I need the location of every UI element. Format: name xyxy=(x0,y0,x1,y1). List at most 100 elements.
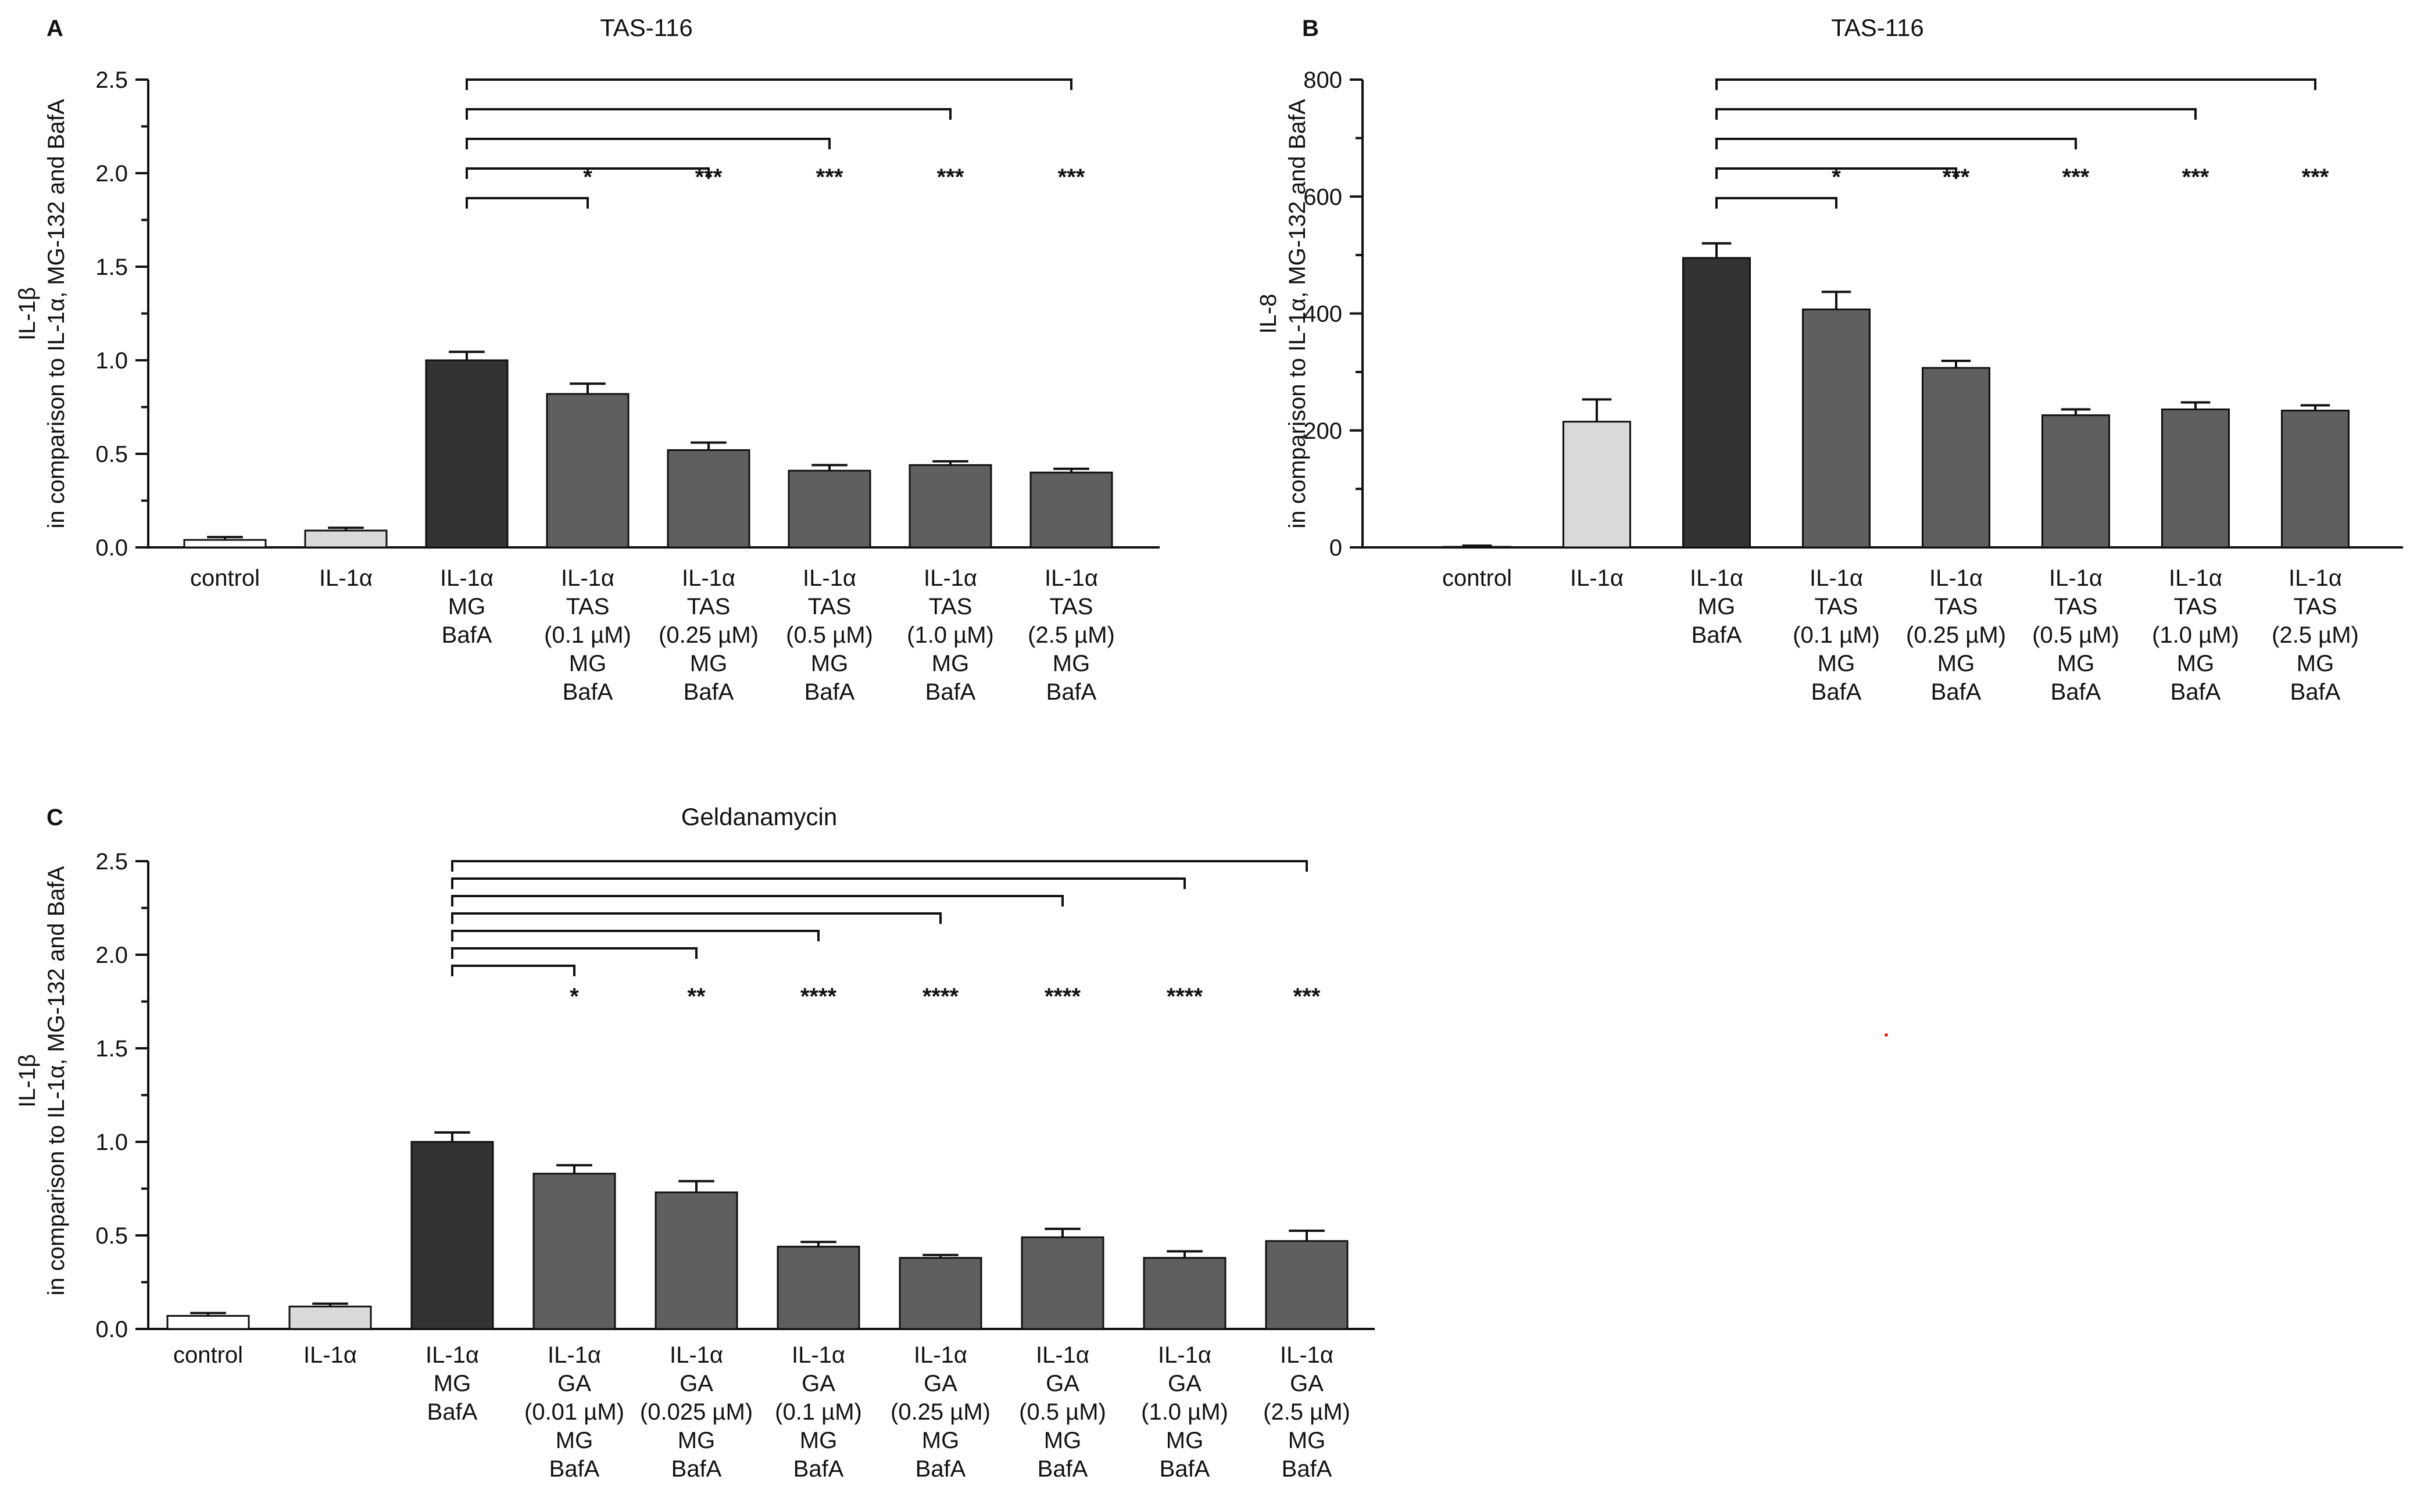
bar xyxy=(1265,1240,1349,1330)
y-axis-sublabel: in comparison to IL-1α, MG-132 and BafA xyxy=(1285,99,1310,528)
x-category-line: (0.25 µM) xyxy=(659,622,759,648)
x-category-line: BafA xyxy=(2171,679,2221,705)
x-category-line: IL-1α xyxy=(1929,565,1983,591)
x-category-line: IL-1α xyxy=(1570,565,1624,591)
bar xyxy=(1021,1236,1104,1330)
significance-marker: **** xyxy=(1045,984,1081,1009)
x-category-line: (1.0 µM) xyxy=(1141,1399,1228,1425)
x-category-line: IL-1α xyxy=(440,565,494,591)
bar xyxy=(1562,421,1631,549)
bar xyxy=(2161,409,2230,549)
x-category-line: control xyxy=(173,1342,243,1368)
x-category-line: MG xyxy=(2297,651,2334,676)
chart-title: Geldanamycin xyxy=(681,803,837,830)
panel-letter: B xyxy=(1302,16,1319,41)
x-category-line: MG xyxy=(1166,1428,1203,1453)
x-category-label: IL-1α MG BafA xyxy=(1690,565,1743,648)
x-category-line: GA xyxy=(1168,1371,1202,1396)
x-category-line: (0.25 µM) xyxy=(891,1399,991,1425)
bar xyxy=(183,539,267,549)
significance-marker: *** xyxy=(1943,164,1970,190)
x-category-line: MG xyxy=(569,651,606,676)
y-tick-label: 0.5 xyxy=(95,442,128,467)
significance-marker: *** xyxy=(1058,164,1085,190)
chart-title: TAS-116 xyxy=(600,14,693,41)
x-category-line: BafA xyxy=(1046,679,1097,705)
x-category-label: IL-1α GA (0.5 µM) MG BafA xyxy=(1019,1342,1106,1482)
x-category-line: BafA xyxy=(1282,1456,1332,1482)
x-category-line: IL-1α xyxy=(1810,565,1863,591)
y-tick-label: 0.5 xyxy=(95,1223,128,1249)
y-axis-sublabel: in comparison to IL-1α, MG-132 and BafA xyxy=(44,99,69,528)
bar xyxy=(546,393,630,549)
x-category-label: IL-1α TAS (1.0 µM) MG BafA xyxy=(2152,565,2239,705)
x-category-line: IL-1α xyxy=(425,1342,479,1368)
x-category-line: control xyxy=(1442,565,1512,591)
significance-bracket xyxy=(1715,197,1837,209)
significance-marker: *** xyxy=(1293,984,1321,1009)
x-category-line: GA xyxy=(1290,1371,1324,1396)
x-category-line: BafA xyxy=(1160,1456,1210,1482)
significance-marker: *** xyxy=(2302,164,2329,190)
x-category-label: IL-1α TAS (0.25 µM) MG BafA xyxy=(659,565,759,705)
x-category-line: IL-1α xyxy=(1690,565,1743,591)
bar xyxy=(304,529,388,549)
x-category-line: MG xyxy=(678,1428,715,1453)
y-tick-label: 400 xyxy=(1303,302,1342,327)
x-category-line: IL-1α xyxy=(2049,565,2103,591)
y-tick-label: 2.0 xyxy=(95,943,128,968)
bar xyxy=(1682,257,1751,549)
significance-marker: *** xyxy=(2062,164,2090,190)
significance-bracket xyxy=(1715,167,1957,179)
significance-marker: **** xyxy=(800,984,837,1009)
x-category-line: IL-1α xyxy=(803,565,856,591)
x-category-line: TAS xyxy=(566,594,610,619)
y-tick-label: 800 xyxy=(1303,67,1342,93)
significance-marker: **** xyxy=(1167,984,1203,1009)
x-category-line: TAS xyxy=(2294,594,2337,619)
panel-C: C Geldanamycin IL-1β in comparison to IL-1α… xyxy=(15,803,1375,1482)
x-category-line: MG xyxy=(556,1428,593,1453)
x-category-line: MG xyxy=(1288,1428,1325,1453)
x-category-line: GA xyxy=(924,1371,957,1396)
significance-marker: *** xyxy=(695,164,723,190)
x-category-line: TAS xyxy=(808,594,852,619)
x-category-line: GA xyxy=(680,1371,713,1396)
x-category-line: MG xyxy=(1698,594,1735,619)
x-category-line: BafA xyxy=(684,679,734,705)
x-category-line: (0.5 µM) xyxy=(1019,1399,1106,1425)
x-category-label: IL-1α TAS (2.5 µM) MG BafA xyxy=(2272,565,2359,705)
bar xyxy=(425,359,509,549)
x-category-line: GA xyxy=(1046,1371,1079,1396)
significance-bracket xyxy=(466,108,952,120)
x-category-line: MG xyxy=(932,651,969,676)
x-category-line: MG xyxy=(434,1371,471,1396)
x-category-line: BafA xyxy=(1811,679,1862,705)
x-category-line: (0.25 µM) xyxy=(1906,622,2006,648)
significance-bracket xyxy=(466,167,710,179)
x-category-line: IL-1α xyxy=(1045,565,1098,591)
panel-letter: A xyxy=(47,16,63,41)
x-category-line: BafA xyxy=(925,679,976,705)
x-category-line: (2.5 µM) xyxy=(1263,1399,1350,1425)
significance-bracket xyxy=(451,965,575,976)
bar xyxy=(777,1245,860,1330)
x-category-label: IL-1α TAS (0.1 µM) MG BafA xyxy=(544,565,631,705)
bar xyxy=(410,1141,494,1330)
significance-bracket xyxy=(466,78,1072,90)
bar xyxy=(2281,410,2350,549)
x-category-line: (0.025 µM) xyxy=(640,1399,753,1425)
x-category-label: IL-1α TAS (0.1 µM) MG BafA xyxy=(1793,565,1880,705)
x-category-line: (0.5 µM) xyxy=(786,622,873,648)
x-category-line: BafA xyxy=(1038,1456,1088,1482)
bar xyxy=(655,1191,738,1330)
y-axis-label: IL-1β xyxy=(15,287,40,341)
significance-bracket xyxy=(466,197,589,209)
x-category-line: MG xyxy=(800,1428,837,1453)
x-category-line: IL-1α xyxy=(682,565,735,591)
significance-bracket xyxy=(1715,78,2316,90)
bar xyxy=(788,470,871,549)
significance-bracket xyxy=(451,930,820,941)
significance-bracket xyxy=(1715,108,2197,120)
significance-bracket xyxy=(466,138,831,149)
